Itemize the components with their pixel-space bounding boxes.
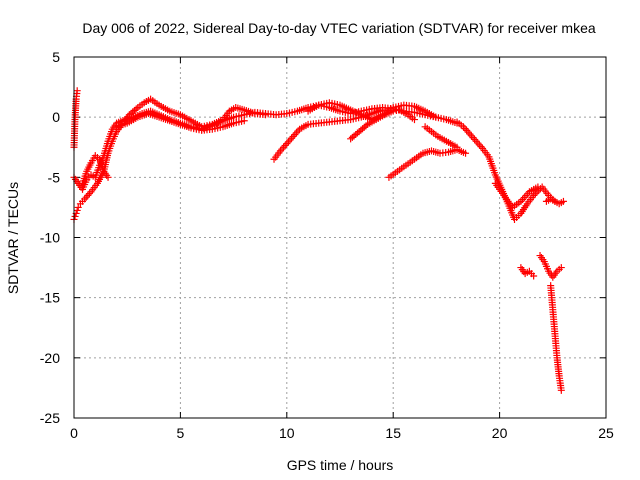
y-tick-label: -25 bbox=[40, 410, 60, 426]
data-point bbox=[280, 143, 288, 151]
data-point bbox=[530, 191, 538, 199]
data-point bbox=[462, 149, 470, 157]
data-point bbox=[466, 130, 474, 138]
data-point bbox=[557, 386, 565, 394]
data-point bbox=[82, 193, 90, 201]
grid-lines bbox=[74, 57, 606, 418]
data-point bbox=[284, 138, 292, 146]
data-point bbox=[278, 145, 286, 153]
data-point bbox=[74, 203, 82, 211]
chart-title: Day 006 of 2022, Sidereal Day-to-day VTE… bbox=[82, 20, 595, 36]
y-tick-label: -20 bbox=[40, 350, 60, 366]
y-tick-label: 0 bbox=[52, 109, 60, 125]
data-point bbox=[432, 113, 440, 121]
data-point bbox=[469, 134, 477, 142]
x-tick-label: 5 bbox=[177, 425, 185, 441]
data-point bbox=[474, 139, 482, 147]
data-point bbox=[392, 107, 400, 115]
x-tick-label: 10 bbox=[279, 425, 295, 441]
data-point bbox=[362, 122, 370, 130]
y-tick-label: -10 bbox=[40, 230, 60, 246]
data-point bbox=[467, 132, 475, 140]
data-point bbox=[289, 132, 297, 140]
x-tick-label: 25 bbox=[598, 425, 614, 441]
data-point bbox=[471, 135, 479, 143]
x-tick-label: 20 bbox=[492, 425, 508, 441]
data-point bbox=[534, 183, 542, 191]
x-axis-label: GPS time / hours bbox=[287, 457, 394, 473]
data-point bbox=[281, 141, 289, 149]
data-point bbox=[463, 126, 471, 134]
data-point bbox=[240, 117, 248, 125]
data-point bbox=[475, 141, 483, 149]
data-point bbox=[472, 137, 480, 145]
data-point bbox=[283, 140, 291, 148]
data-point bbox=[73, 87, 81, 95]
data-point bbox=[461, 125, 469, 133]
data-point bbox=[132, 105, 140, 113]
data-point bbox=[84, 191, 92, 199]
data-point bbox=[73, 206, 81, 214]
data-point bbox=[104, 173, 112, 181]
y-tick-label: -5 bbox=[48, 169, 61, 185]
data-point bbox=[286, 136, 294, 144]
plot-frame bbox=[73, 56, 607, 419]
data-point bbox=[85, 190, 93, 198]
x-tick-label: 15 bbox=[385, 425, 401, 441]
data-point bbox=[559, 197, 567, 205]
y-axis-label: SDTVAR / TECUs bbox=[5, 182, 21, 294]
x-tick-label: 0 bbox=[70, 425, 78, 441]
data-point bbox=[389, 107, 397, 115]
y-tick-label: -15 bbox=[40, 290, 60, 306]
data-point bbox=[292, 129, 300, 137]
data-point bbox=[477, 143, 485, 151]
data-points bbox=[70, 87, 567, 394]
data-point bbox=[557, 264, 565, 272]
y-tick-label: 5 bbox=[52, 49, 60, 65]
data-point bbox=[464, 128, 472, 136]
data-point bbox=[291, 131, 299, 139]
data-point bbox=[530, 272, 538, 280]
data-point bbox=[71, 212, 79, 220]
data-point bbox=[410, 116, 418, 124]
data-point bbox=[288, 134, 296, 142]
